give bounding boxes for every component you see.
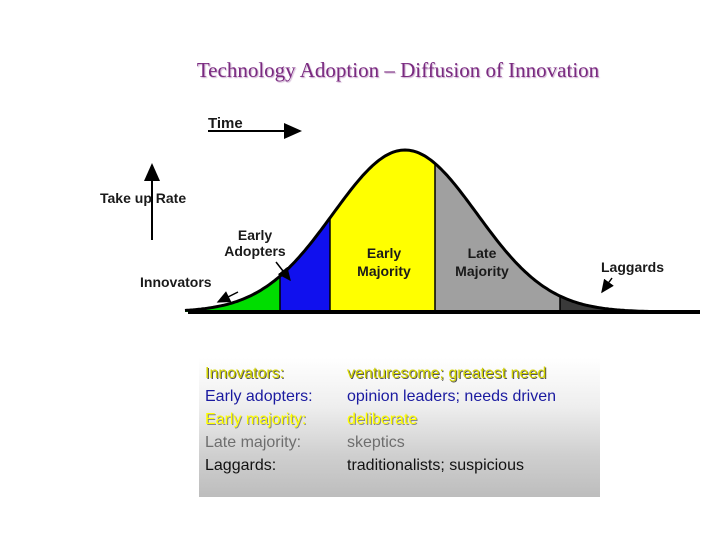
laggards-label: Laggards bbox=[601, 259, 664, 275]
early-adopters-segment bbox=[280, 217, 330, 312]
legend-panel: Innovators: venturesome; greatest need E… bbox=[199, 358, 600, 497]
legend-key: Late majority: bbox=[205, 434, 302, 451]
take-up-rate-label: Take up Rate bbox=[100, 190, 186, 206]
legend-key: Innovators: bbox=[205, 365, 285, 382]
innovators-label: Innovators bbox=[140, 274, 212, 290]
legend-value: venturesome; greatest need bbox=[347, 365, 547, 382]
late-majority-label-line1: Late bbox=[468, 245, 497, 261]
legend-value: opinion leaders; needs driven bbox=[347, 388, 557, 405]
innovators-pointer bbox=[216, 291, 239, 303]
early-majority-segment bbox=[330, 150, 435, 312]
legend-value: traditionalists; suspicious bbox=[347, 457, 524, 474]
legend-key: Early majority: bbox=[205, 411, 307, 428]
legend-key: Laggards: bbox=[205, 457, 277, 474]
early-adopters-label-line2: Adopters bbox=[224, 243, 286, 259]
early-majority-label-line1: Early bbox=[367, 245, 401, 261]
legend-value: deliberate bbox=[347, 411, 418, 428]
page-title: Technology Adoption – Diffusion of Innov… bbox=[196, 58, 600, 82]
bell-curve-outline bbox=[184, 148, 699, 314]
early-adopters-pointer bbox=[275, 261, 291, 282]
legend-value: skeptics bbox=[347, 434, 405, 451]
early-adopters-label-line1: Early bbox=[238, 227, 272, 243]
early-majority-label-line2: Majority bbox=[357, 263, 411, 279]
laggards-pointer bbox=[601, 277, 614, 294]
late-majority-label-line2: Majority bbox=[455, 263, 509, 279]
time-label: Time bbox=[208, 115, 243, 132]
innovators-segment bbox=[185, 276, 280, 312]
legend-key: Early adopters: bbox=[205, 388, 313, 405]
